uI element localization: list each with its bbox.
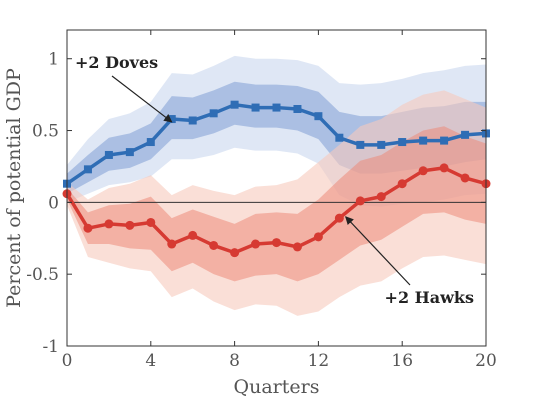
2-hawks-point (313, 232, 323, 242)
2-doves-annotation-arrow (111, 75, 173, 123)
2-hawks-point (334, 213, 344, 223)
2-hawks-point (146, 217, 156, 227)
2-doves-point (461, 130, 470, 139)
2-doves-point (356, 140, 365, 149)
plot-area-frame (66, 29, 487, 347)
2-hawks-point (125, 220, 135, 230)
2-doves-point (419, 136, 428, 145)
y-tick-label: 0.5 (32, 122, 59, 142)
2-hawks-point (167, 239, 177, 249)
2-hawks-point (251, 239, 261, 249)
y-tick-label: 1 (48, 50, 59, 70)
2-hawks-annotation-label: +2 Hawks (385, 288, 474, 307)
2-hawks-point (292, 242, 302, 252)
2-hawks-point (188, 230, 198, 240)
2-hawks-point (397, 179, 407, 189)
2-doves-point (125, 148, 134, 157)
2-doves-point (146, 138, 155, 147)
series-lines (62, 100, 491, 258)
y-tick-label: -1 (42, 337, 59, 357)
x-tick-label: 16 (391, 351, 413, 371)
2-doves-annotation-label: +2 Doves (75, 53, 158, 72)
2-doves-point (377, 140, 386, 149)
2-hawks-point (355, 196, 365, 206)
x-tick-label: 12 (308, 351, 330, 371)
2-hawks-point (418, 166, 428, 176)
2-doves-point (83, 165, 92, 174)
x-tick-label: 8 (229, 351, 240, 371)
2-hawks-point (104, 219, 114, 229)
2-doves-point (209, 109, 218, 118)
x-axis-title: Quarters (234, 376, 320, 398)
2-hawks-point (460, 173, 470, 183)
2-doves-point (272, 103, 281, 112)
x-tick-label: 4 (145, 351, 156, 371)
2-hawks-point (83, 223, 93, 233)
2-doves-point (188, 116, 197, 125)
x-tick-label: 0 (62, 351, 73, 371)
2-hawks-point (272, 238, 281, 248)
2-doves-point (398, 138, 407, 147)
2-doves-point (104, 150, 113, 159)
2-hawks-point (209, 240, 219, 250)
y-axis-ticks: -1 -0.5 0 0.5 1 (26, 50, 486, 357)
2-doves-point (251, 103, 260, 112)
x-tick-label: 20 (475, 351, 497, 371)
annotations: +2 Doves +2 Hawks (75, 53, 474, 307)
2-doves-point (230, 100, 239, 109)
2-doves-point (293, 105, 302, 113)
confidence-bands (67, 55, 486, 316)
y-tick-label: 0 (48, 193, 59, 213)
2-doves-point (440, 136, 449, 145)
2-hawks-point (376, 192, 386, 202)
y-tick-label: -0.5 (26, 265, 59, 285)
2-hawks-point (439, 163, 449, 173)
2-hawks-annotation-arrow (345, 216, 411, 286)
2-doves-point (335, 133, 344, 142)
2-doves-point (314, 112, 323, 121)
y-axis-title: Percent of potential GDP (3, 68, 25, 308)
2-hawks-point (230, 248, 240, 258)
x-axis-ticks: 0 4 8 12 16 20 (62, 30, 497, 371)
